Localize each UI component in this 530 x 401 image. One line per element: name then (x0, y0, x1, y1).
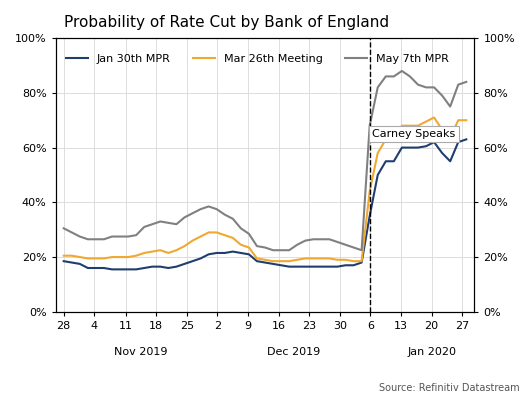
Line: May 7th MPR: May 7th MPR (64, 71, 466, 250)
Text: Dec 2019: Dec 2019 (267, 347, 321, 357)
Mar 26th Meeting (455, 118, 462, 123)
Jan 30th MPR (455, 140, 462, 144)
Text: Nov 2019: Nov 2019 (114, 347, 167, 357)
May 7th MPR (358, 248, 365, 253)
Mar 26th Meeting (149, 249, 155, 254)
May 7th MPR (189, 211, 196, 216)
Jan 30th MPR (334, 264, 341, 269)
May 7th MPR (334, 240, 341, 245)
Text: Jan 2020: Jan 2020 (407, 347, 456, 357)
May 7th MPR (149, 222, 155, 227)
Jan 30th MPR (358, 260, 365, 265)
May 7th MPR (463, 79, 470, 84)
Text: Carney Speaks: Carney Speaks (372, 129, 455, 139)
Jan 30th MPR (109, 267, 115, 272)
Text: Source: Refinitiv Datastream: Source: Refinitiv Datastream (379, 383, 519, 393)
Mar 26th Meeting (334, 257, 341, 262)
Mar 26th Meeting (60, 253, 67, 258)
Mar 26th Meeting (270, 259, 276, 263)
Legend: Jan 30th MPR, Mar 26th Meeting, May 7th MPR: Jan 30th MPR, Mar 26th Meeting, May 7th … (61, 49, 454, 68)
Mar 26th Meeting (358, 259, 365, 263)
Line: Jan 30th MPR: Jan 30th MPR (64, 140, 466, 269)
Jan 30th MPR (157, 264, 164, 269)
Jan 30th MPR (197, 256, 204, 261)
May 7th MPR (399, 69, 405, 73)
Jan 30th MPR (60, 259, 67, 263)
Mar 26th Meeting (463, 118, 470, 123)
May 7th MPR (181, 215, 188, 220)
Mar 26th Meeting (431, 115, 437, 120)
Jan 30th MPR (463, 137, 470, 142)
Mar 26th Meeting (181, 244, 188, 249)
May 7th MPR (270, 248, 276, 253)
May 7th MPR (455, 82, 462, 87)
Jan 30th MPR (189, 259, 196, 263)
Text: Probability of Rate Cut by Bank of England: Probability of Rate Cut by Bank of Engla… (64, 15, 389, 30)
Mar 26th Meeting (189, 238, 196, 243)
Line: Mar 26th Meeting: Mar 26th Meeting (64, 117, 466, 261)
May 7th MPR (60, 226, 67, 231)
